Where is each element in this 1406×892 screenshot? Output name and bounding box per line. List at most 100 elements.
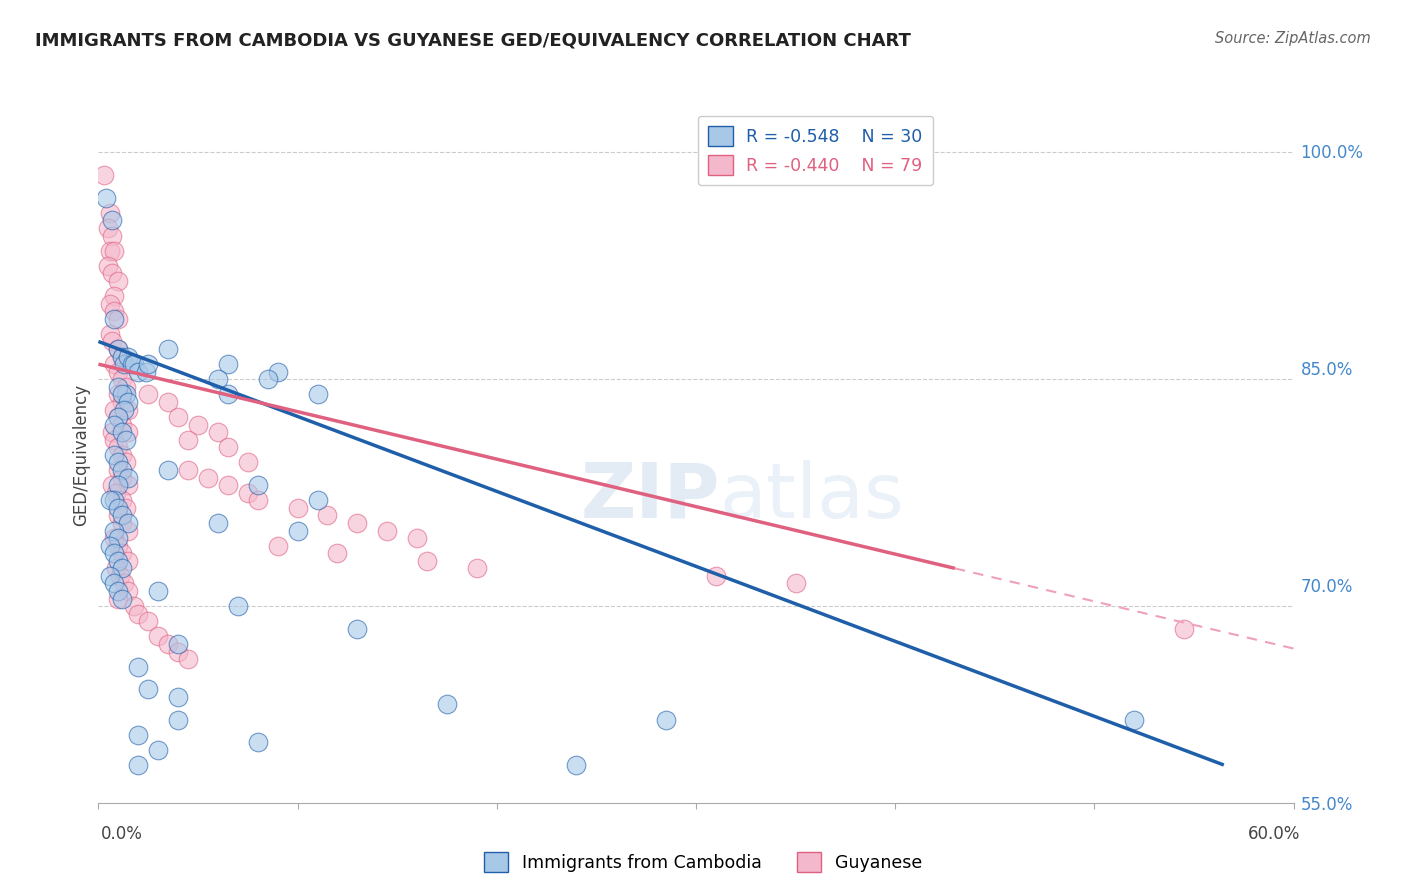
Point <box>93 168 115 182</box>
Point <box>97 259 120 273</box>
Point <box>148 743 170 757</box>
Point <box>107 365 129 379</box>
Point <box>207 425 229 440</box>
Point <box>112 402 135 417</box>
Point <box>100 539 122 553</box>
Point <box>105 485 128 500</box>
Point <box>217 478 239 492</box>
Point <box>111 395 134 409</box>
Point <box>103 576 125 591</box>
Point <box>135 365 157 379</box>
Point <box>246 493 269 508</box>
Point <box>436 698 458 712</box>
Point <box>101 334 124 349</box>
Point <box>704 569 727 583</box>
Point <box>127 758 149 772</box>
Point <box>107 584 129 599</box>
Text: ZIP: ZIP <box>581 459 720 533</box>
Point <box>287 524 309 538</box>
Point <box>307 493 329 508</box>
Point <box>100 206 122 220</box>
Point <box>117 478 139 492</box>
Point <box>187 417 209 432</box>
Point <box>197 470 219 484</box>
Point <box>136 387 159 401</box>
Point <box>167 713 190 727</box>
Point <box>267 365 290 379</box>
Point <box>565 758 588 772</box>
Point <box>96 191 118 205</box>
Point <box>115 455 138 469</box>
Point <box>124 599 146 614</box>
Point <box>111 591 134 606</box>
Point <box>103 531 125 545</box>
Point <box>177 433 200 447</box>
Point <box>406 531 429 545</box>
Text: Source: ZipAtlas.com: Source: ZipAtlas.com <box>1215 31 1371 46</box>
Point <box>117 395 139 409</box>
Point <box>107 455 129 469</box>
Point <box>236 455 259 469</box>
Point <box>101 267 124 281</box>
Point <box>107 410 129 425</box>
Point <box>107 311 129 326</box>
Point <box>416 554 439 568</box>
Point <box>256 372 278 386</box>
Point <box>111 463 134 477</box>
Point <box>107 539 129 553</box>
Point <box>100 296 122 310</box>
Point <box>103 433 125 447</box>
Point <box>167 690 190 704</box>
Point <box>107 531 129 545</box>
Point <box>177 463 200 477</box>
Point <box>103 357 125 371</box>
Point <box>124 357 146 371</box>
Point <box>101 425 124 440</box>
Point <box>115 500 138 515</box>
Point <box>167 637 190 651</box>
Point <box>111 493 134 508</box>
Point <box>326 546 349 560</box>
Point <box>103 493 125 508</box>
Point <box>107 342 129 356</box>
Point <box>101 228 124 243</box>
Point <box>101 478 124 492</box>
Legend: R = -0.548    N = 30, R = -0.440    N = 79: R = -0.548 N = 30, R = -0.440 N = 79 <box>697 116 934 186</box>
Point <box>111 425 134 440</box>
Point <box>107 554 129 568</box>
Point <box>111 448 134 462</box>
Point <box>117 584 139 599</box>
Point <box>117 524 139 538</box>
Text: IMMIGRANTS FROM CAMBODIA VS GUYANESE GED/EQUIVALENCY CORRELATION CHART: IMMIGRANTS FROM CAMBODIA VS GUYANESE GED… <box>35 31 911 49</box>
Point <box>111 387 134 401</box>
Point <box>111 350 134 364</box>
Point <box>111 470 134 484</box>
Point <box>148 629 170 643</box>
Point <box>103 524 125 538</box>
Text: 60.0%: 60.0% <box>1249 825 1301 843</box>
Point <box>115 387 138 401</box>
Point <box>107 591 129 606</box>
Point <box>107 342 129 356</box>
Point <box>103 417 125 432</box>
Point <box>217 387 239 401</box>
Point <box>127 728 149 742</box>
Point <box>107 380 129 394</box>
Point <box>107 463 129 477</box>
Point <box>103 311 125 326</box>
Point <box>101 213 124 227</box>
Point <box>117 470 139 484</box>
Point <box>117 350 139 364</box>
Point <box>785 576 807 591</box>
Text: atlas: atlas <box>720 459 904 533</box>
Point <box>111 546 134 560</box>
Point <box>127 659 149 673</box>
Point <box>157 395 180 409</box>
Point <box>127 607 149 621</box>
Point <box>100 326 122 341</box>
Point <box>117 516 139 530</box>
Point <box>1123 713 1146 727</box>
Text: 0.0%: 0.0% <box>101 825 143 843</box>
Point <box>111 350 134 364</box>
Point <box>655 713 678 727</box>
